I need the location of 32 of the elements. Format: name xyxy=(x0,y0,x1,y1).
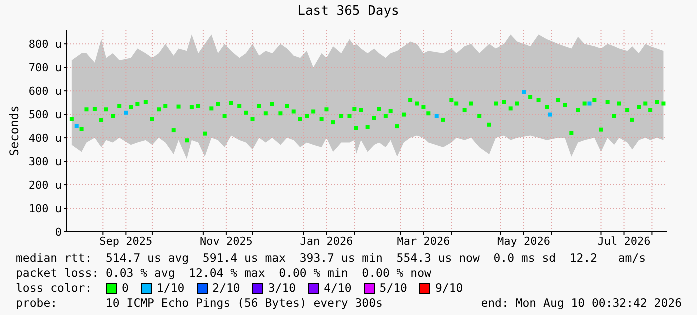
y-tick-label: 400 u xyxy=(28,132,62,145)
legend-title: loss color: xyxy=(16,281,94,296)
legend-label: 9/10 xyxy=(435,281,464,296)
x-tick-label: Jan 2026 xyxy=(300,234,354,248)
y-axis-title: Seconds xyxy=(7,106,22,156)
y-tick-label: 0 xyxy=(55,226,62,239)
point xyxy=(434,114,439,118)
point xyxy=(588,102,592,106)
x-tick-label: Jul 2026 xyxy=(598,234,651,248)
x-tick-label: Sep 2025 xyxy=(100,234,153,248)
y-tick-label: 500 u xyxy=(28,108,62,122)
text: end: Mon Aug 10 00:32:42 2026 xyxy=(481,296,682,311)
y-tick-label: 700 u xyxy=(28,61,62,74)
x-tick-label: May 2026 xyxy=(497,234,550,248)
y-tick-label: 200 u xyxy=(28,178,62,192)
y-tick-label: 600 u xyxy=(28,84,62,98)
x-tick-label: Nov 2025 xyxy=(200,234,253,248)
legend-label: 5/10 xyxy=(380,281,408,296)
y-tick-label: 100 u xyxy=(28,202,62,216)
y-tick-label: 800 u xyxy=(28,38,62,51)
x-tick-label: Mar 2026 xyxy=(397,234,450,248)
legend-label: 1/10 xyxy=(156,281,185,296)
legend-label: 4/10 xyxy=(324,281,352,296)
point xyxy=(74,124,79,128)
text: median rtt: 514.7 us avg 591.4 us max 393.7 us min 554.3 us now 0.0 ms sd 12.2 am/s xyxy=(16,251,648,266)
y-tick-label: 300 u xyxy=(28,155,62,168)
legend-label: 0 xyxy=(122,281,129,296)
text: probe: 10 ICMP Echo Pings (56 Bytes) every 300s xyxy=(16,296,383,311)
text: packet loss: 0.03 % avg 12.04 % max 0.00 % min 0.00 % now xyxy=(16,266,432,281)
legend-label: 2/10 xyxy=(212,281,240,296)
legend-label: 3/10 xyxy=(268,281,296,296)
chart-title: Last 365 Days xyxy=(296,4,400,19)
